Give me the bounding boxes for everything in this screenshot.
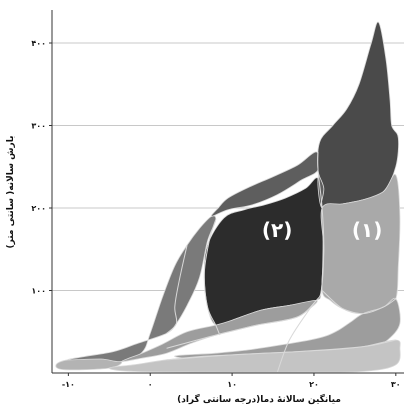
region-temperate-rainforest [210,151,320,217]
x-tick-label-3: ۲۰ [309,380,319,389]
axes [51,10,404,374]
boundary-line-1 [276,151,325,374]
x-tick-label-4: ۳۰ [391,380,401,389]
x-tick-label-0: -۱۰ [62,380,75,389]
region-labels: (۲) (۱) [262,218,383,242]
boundary-line-0 [203,219,221,336]
y-tick-label-1: ۲۰۰ [31,204,46,213]
x-axis-title: میانگین سالانهٔ دما(درجه سانتی گراد) [177,393,341,405]
x-tick-label-2: ۱۰ [227,380,237,389]
boundary-line-4 [166,300,317,349]
boundary-line-2 [321,290,397,315]
y-axis-title: بارش سالانه( سانتی متر) [6,136,16,249]
y-tick-label-3: ۴۰۰ [31,39,46,48]
boundary-line-5 [166,339,396,361]
y-tick-labels: ۱۰۰ ۲۰۰ ۳۰۰ ۴۰۰ [31,39,52,296]
y-tick-label-2: ۳۰۰ [31,122,46,131]
region-label-1: (۱) [352,218,383,242]
y-tick-label-0: ۱۰۰ [31,287,46,296]
region-label-0: (۲) [262,218,293,242]
region-boundaries [166,151,397,374]
x-tick-label-1: ۰ [148,380,153,389]
boundary-line-3 [166,244,188,334]
x-tick-labels: -۱۰ ۰ ۱۰ ۲۰ ۳۰ [62,373,401,389]
region-taiga [67,215,217,363]
